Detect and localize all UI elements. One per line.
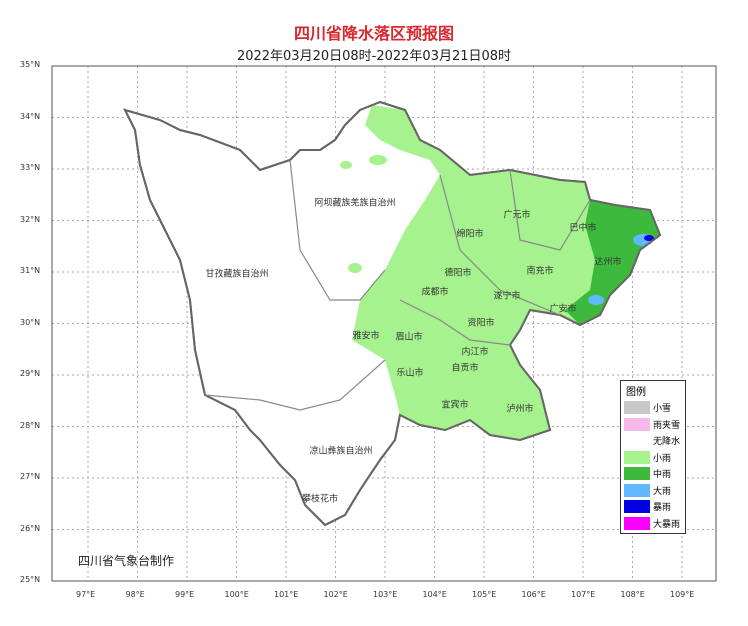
longitude-tick-label: 103°E <box>373 590 398 599</box>
legend-item: 大暴雨 <box>624 516 681 530</box>
region-label: 绵阳市 <box>456 229 484 240</box>
heavy-rain-area <box>588 295 604 305</box>
region-label: 成都市 <box>421 287 449 298</box>
legend-swatch <box>624 401 650 414</box>
prefecture-boundary <box>439 174 561 316</box>
light-rain-area <box>352 105 660 440</box>
map-frame <box>51 65 717 582</box>
region-label: 南充市 <box>526 266 554 277</box>
longitude-tick-label: 100°E <box>224 590 249 599</box>
latitude-tick-label: 27°N <box>20 472 41 481</box>
legend-label: 无降水 <box>653 437 681 447</box>
region-label: 阿坝藏族羌族自治州 <box>314 198 396 209</box>
province-outline-stroke <box>123 100 662 527</box>
light-rain-patch <box>340 161 352 169</box>
longitude-tick-label: 99°E <box>175 590 195 599</box>
region-label: 雅安市 <box>352 331 380 342</box>
legend-label: 中雨 <box>653 470 672 480</box>
legend-swatch <box>624 500 650 513</box>
region-label: 自贡市 <box>451 363 479 374</box>
legend-swatch <box>624 417 650 431</box>
legend-title: 图例 <box>626 387 646 398</box>
longitude-tick-label: 98°E <box>125 590 145 599</box>
longitude-tick-label: 107°E <box>571 590 596 599</box>
prefecture-boundary <box>509 169 591 251</box>
rainstorm-area <box>644 235 654 241</box>
longitude-tick-label: 105°E <box>472 590 497 599</box>
legend-label: 大雨 <box>653 486 672 497</box>
legend: 图例 小雪雨夹雪无降水小雨中雨大雨暴雨大暴雨 <box>620 380 686 534</box>
region-label: 眉山市 <box>395 332 423 343</box>
longitude-tick-label: 104°E <box>422 590 447 599</box>
legend-label: 暴雨 <box>653 503 672 513</box>
region-label: 巴中市 <box>569 223 597 234</box>
latitude-tick-label: 25°N <box>20 575 41 584</box>
legend-item: 中雨 <box>624 467 671 480</box>
longitude-tick-label: 101°E <box>274 590 299 599</box>
longitude-tick-label: 106°E <box>521 590 546 599</box>
region-label: 内江市 <box>461 347 489 358</box>
region-label: 遂宁市 <box>493 291 521 302</box>
region-label: 宜宾市 <box>441 400 469 411</box>
region-label: 攀枝花市 <box>301 494 339 505</box>
latitude-tick-label: 31°N <box>20 266 41 275</box>
latitude-tick-label: 35°N <box>20 60 41 69</box>
map-subtitle: 2022年03月20日08时-2022年03月21日08时 <box>236 49 512 64</box>
latitude-tick-label: 32°N <box>20 214 41 224</box>
latitude-tick-label: 29°N <box>20 369 41 378</box>
legend-item: 无降水 <box>624 434 680 447</box>
region-label: 德阳市 <box>444 268 472 279</box>
region-label: 甘孜藏族自治州 <box>205 269 269 280</box>
legend-swatch <box>624 516 650 530</box>
prefecture-boundary <box>204 359 386 411</box>
legend-item: 大雨 <box>624 483 672 497</box>
latitude-tick-label: 28°N <box>20 420 41 430</box>
legend-item: 小雨 <box>624 450 672 464</box>
prefecture-boundary <box>289 159 386 301</box>
legend-swatch <box>624 483 650 497</box>
legend-item: 暴雨 <box>624 500 671 513</box>
prefecture-boundary <box>399 299 511 346</box>
moderate-rain-area <box>565 200 660 325</box>
map-title: 四川省降水落区预报图 <box>293 24 454 43</box>
longitude-tick-label: 108°E <box>620 590 645 599</box>
latitude-tick-label: 34°N <box>20 111 41 121</box>
legend-label: 雨夹雪 <box>653 420 681 431</box>
region-label: 凉山彝族自治州 <box>309 446 373 457</box>
light-rain-patch <box>348 263 362 273</box>
longitude-tick-label: 102°E <box>323 590 348 599</box>
region-label: 达州市 <box>594 257 622 268</box>
legend-swatch <box>624 434 650 447</box>
region-label: 广安市 <box>549 304 577 315</box>
legend-item: 雨夹雪 <box>624 417 681 431</box>
legend-label: 大暴雨 <box>653 519 681 530</box>
latitude-tick-label: 26°N <box>20 523 41 533</box>
latitude-tick-label: 30°N <box>20 317 41 327</box>
legend-item: 小雪 <box>624 401 671 414</box>
region-label: 乐山市 <box>396 368 424 379</box>
latitude-tick-label: 33°N <box>20 163 41 172</box>
longitude-tick-label: 109°E <box>670 590 695 599</box>
legend-swatch <box>624 450 650 464</box>
legend-label: 小雨 <box>653 453 672 464</box>
region-label: 广元市 <box>503 210 531 221</box>
region-label: 泸州市 <box>506 404 534 415</box>
legend-label: 小雪 <box>653 404 672 414</box>
region-label: 资阳市 <box>467 318 495 329</box>
light-rain-patch <box>369 155 387 165</box>
legend-swatch <box>624 467 650 480</box>
footer-credit: 四川省气象台制作 <box>78 554 175 568</box>
longitude-tick-label: 97°E <box>76 590 96 599</box>
